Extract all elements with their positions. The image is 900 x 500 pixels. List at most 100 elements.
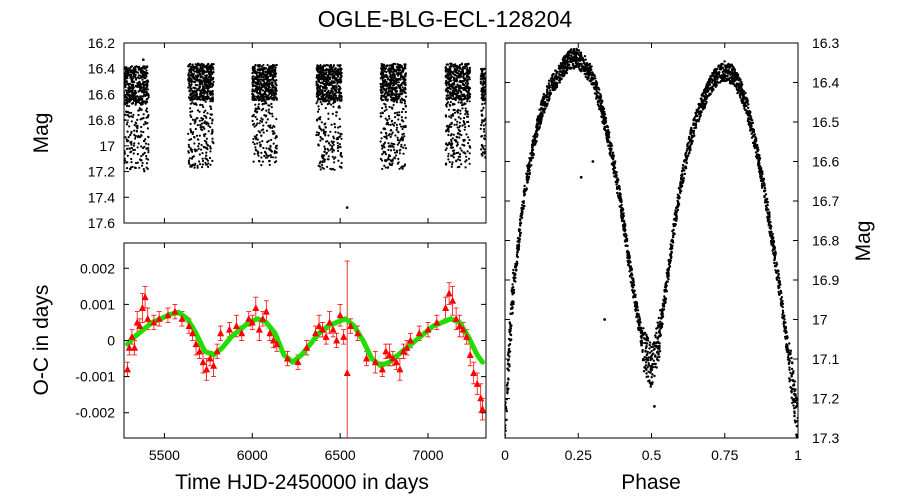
lightcurve-point: [201, 157, 204, 160]
lightcurve-point: [207, 165, 210, 168]
lightcurve-point: [212, 71, 215, 74]
lightcurve-point: [383, 76, 386, 79]
lightcurve-point: [144, 94, 147, 97]
oc-point: [199, 358, 207, 366]
lightcurve-point: [451, 137, 454, 140]
oc-point: [255, 325, 263, 333]
lightcurve-point: [195, 67, 199, 70]
oc-point: [466, 350, 474, 358]
lightcurve-point: [334, 88, 337, 91]
lightcurve-point: [201, 64, 205, 67]
lightcurve-point: [193, 148, 196, 151]
lightcurve-point: [335, 86, 338, 89]
lightcurve-point: [462, 65, 465, 68]
lightcurve-point: [457, 101, 460, 104]
lightcurve-point: [191, 155, 194, 159]
lightcurve-point: [187, 132, 190, 135]
lightcurve-point: [480, 89, 483, 93]
lightcurve-point: [398, 111, 401, 114]
lightcurve-point: [395, 126, 399, 129]
lightcurve-point: [133, 92, 137, 96]
lightcurve-point: [139, 74, 142, 77]
lightcurve-point: [316, 100, 319, 103]
lightcurve-point: [383, 109, 386, 112]
lightcurve-point: [133, 148, 136, 151]
oc-point: [392, 358, 400, 366]
lightcurve-point: [327, 100, 330, 103]
lightcurve-point: [209, 81, 212, 85]
lightcurve-point: [334, 92, 337, 95]
lightcurve-point: [253, 122, 256, 125]
phase-marks: [505, 47, 798, 438]
lightcurve-point: [390, 119, 394, 122]
lightcurve-point: [140, 159, 143, 162]
lightcurve-point: [464, 107, 467, 110]
lightcurve-point: [326, 81, 329, 84]
lightcurve-point: [269, 95, 272, 98]
lightcurve-point: [272, 132, 275, 135]
lightcurve-point: [272, 96, 275, 99]
lightcurve-point: [333, 168, 336, 171]
lightcurve-point: [456, 136, 459, 139]
lightcurve-point: [382, 145, 385, 148]
lightcurve-point: [128, 147, 131, 150]
lightcurve-point: [484, 117, 486, 120]
lightcurve-point: [327, 83, 330, 86]
lightcurve-point: [263, 114, 266, 117]
lightcurve-point: [259, 81, 262, 84]
lightcurve-point: [398, 139, 401, 142]
lightcurve-point: [467, 125, 470, 128]
lightcurve-point: [142, 113, 145, 116]
lightcurve-point: [129, 76, 132, 79]
lightcurve-point: [402, 120, 405, 123]
lightcurve-point: [133, 66, 136, 69]
lightcurve-point: [447, 73, 450, 76]
lightcurve-point: [255, 124, 258, 127]
lightcurve-point: [190, 69, 193, 73]
lightcurve-point: [445, 84, 448, 87]
lightcurve-point: [261, 70, 265, 73]
lightcurve-point: [393, 73, 396, 76]
lightcurve-point: [275, 84, 278, 87]
lightcurve-point: [404, 75, 407, 78]
lightcurve-point: [201, 72, 204, 75]
lightcurve-point: [480, 134, 484, 138]
lightcurve-point: [401, 66, 404, 69]
lightcurve-point: [326, 147, 329, 151]
lightcurve-point: [212, 63, 215, 66]
lightcurve-point: [332, 85, 336, 89]
lightcurve-point: [136, 161, 139, 164]
oc-point: [144, 314, 152, 322]
lightcurve-point: [137, 68, 140, 71]
lightcurve-point: [380, 62, 383, 66]
phase-point: [583, 61, 586, 65]
lightcurve-point: [446, 63, 449, 66]
lightcurve-point: [449, 123, 452, 126]
lightcurve-point: [385, 80, 388, 84]
phase-point: [512, 302, 515, 306]
lightcurve-point: [453, 111, 457, 114]
lightcurve-point: [457, 74, 460, 77]
lightcurve-point: [445, 125, 448, 128]
lightcurve-point: [209, 74, 212, 77]
lightcurve-point: [136, 118, 139, 121]
lightcurve-point: [395, 128, 398, 132]
lightcurve-point: [464, 67, 467, 70]
lightcurve-point: [189, 128, 192, 131]
lightcurve-point: [333, 161, 336, 164]
lightcurve-point: [326, 68, 329, 71]
lightcurve-point: [261, 89, 264, 92]
lightcurve-point: [334, 97, 337, 100]
lightcurve-point: [273, 79, 276, 82]
lightcurve-point: [391, 131, 394, 134]
lightcurve-point: [391, 162, 394, 165]
lightcurve-point: [455, 159, 458, 162]
lightcurve-point: [457, 69, 460, 73]
lightcurve-point: [199, 75, 202, 78]
lightcurve-point: [402, 146, 405, 149]
lightcurve-point: [197, 145, 200, 148]
lightcurve-point: [464, 109, 467, 112]
lightcurve-point: [319, 168, 322, 171]
phase-point: [648, 343, 651, 347]
lightcurve-point: [145, 157, 148, 160]
